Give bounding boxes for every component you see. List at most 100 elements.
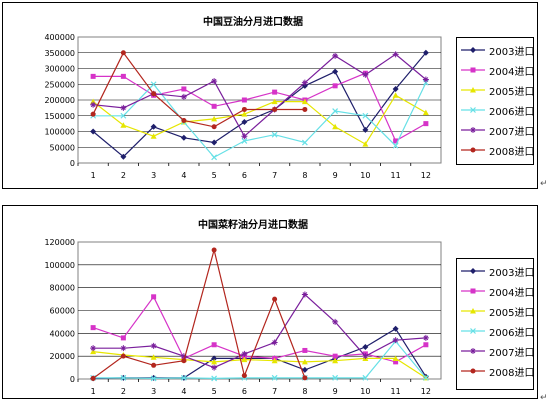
data-point: [362, 344, 369, 351]
data-point: [241, 119, 248, 126]
series-line-2008: [92, 51, 305, 128]
data-point: [422, 76, 429, 83]
legend-swatch: [461, 87, 485, 93]
data-point: [271, 131, 278, 138]
legend-marker: [470, 107, 476, 113]
data-point: [392, 51, 399, 58]
data-point: [150, 375, 157, 382]
legend-swatch: [461, 368, 485, 374]
legend-marker: [470, 348, 476, 354]
data-point: [120, 104, 127, 111]
legend-marker: [470, 368, 476, 374]
x-tick-label: 10: [360, 387, 370, 396]
legend-label: 2007进口: [489, 127, 535, 138]
data-point: [120, 73, 126, 79]
legend-entry-2005: 2005进口: [457, 81, 534, 101]
data-point: [302, 106, 308, 112]
series-line-2007: [93, 53, 427, 138]
y-tick-label: 350000: [44, 49, 75, 58]
series-2007: [90, 291, 429, 371]
data-point: [180, 374, 187, 381]
y-tick-label: 400000: [44, 33, 75, 42]
x-tick-label: 4: [181, 387, 186, 396]
data-point: [211, 103, 217, 109]
data-point: [90, 101, 97, 108]
data-point: [90, 348, 97, 355]
chart-title: 中国豆油分月进口数据: [203, 17, 303, 28]
data-point: [150, 123, 157, 130]
data-point: [332, 318, 339, 325]
data-point: [90, 375, 96, 381]
data-point: [392, 337, 399, 344]
legend-entry-2008: 2008进口: [457, 362, 535, 382]
y-tick-label: 20000: [50, 352, 75, 361]
data-point: [151, 294, 157, 300]
data-point: [362, 374, 369, 381]
legend-marker: [470, 67, 476, 73]
data-point: [272, 296, 278, 302]
data-point: [332, 108, 339, 114]
data-point: [151, 362, 157, 368]
data-point: [211, 139, 218, 146]
data-point: [241, 373, 247, 379]
y-tick-label: 250000: [44, 80, 75, 89]
data-point: [393, 359, 399, 365]
data-point: [181, 358, 187, 364]
legend-label: 2008进口: [489, 368, 535, 379]
x-tick-label: 8: [302, 171, 307, 180]
return-mark-icon: ↵: [540, 393, 548, 403]
data-point: [211, 154, 218, 161]
x-tick-label: 11: [391, 387, 401, 396]
y-tick-label: 60000: [50, 307, 75, 316]
data-point: [211, 247, 217, 253]
data-point: [151, 91, 157, 97]
data-point: [272, 106, 278, 112]
data-point: [211, 358, 218, 365]
data-point: [302, 347, 308, 353]
data-point: [271, 339, 278, 346]
data-point: [241, 111, 248, 117]
legend-swatch: [461, 268, 485, 274]
legend-marker: [470, 268, 476, 274]
data-point: [392, 355, 399, 361]
x-tick-label: 10: [360, 171, 370, 180]
data-point: [90, 73, 96, 79]
data-point: [90, 345, 97, 352]
data-point: [120, 345, 127, 352]
data-point: [180, 134, 187, 141]
legend-swatch: [461, 308, 485, 314]
data-point: [332, 83, 338, 89]
x-tick-label: 11: [391, 171, 401, 180]
data-point: [422, 49, 429, 56]
x-tick-label: 6: [242, 387, 247, 396]
series-line-2005: [92, 94, 427, 145]
rapeseed-oil-chart: 中国菜籽油分月进口数据 0 20000 40000 60000 80000 100000 1…: [2, 205, 538, 399]
legend-label: 2004进口: [489, 288, 535, 299]
data-point: [211, 342, 217, 348]
data-point: [422, 374, 429, 381]
y-tick-label: 120000: [44, 238, 75, 247]
data-point: [150, 133, 157, 139]
data-point: [332, 68, 339, 75]
data-point: [211, 364, 218, 371]
legend-swatch: [461, 107, 485, 113]
legend-entry-2004: 2004进口: [457, 61, 534, 81]
data-point: [301, 358, 308, 365]
series-2008: [90, 247, 308, 381]
data-point: [271, 98, 278, 105]
data-point: [271, 357, 278, 364]
legend-entry-2005: 2005进口: [457, 302, 535, 322]
data-point: [211, 124, 217, 130]
legend-label: 2005进口: [489, 308, 535, 319]
x-tick-label: 12: [421, 387, 431, 396]
legend-marker: [470, 288, 476, 294]
legend-entry-2006: 2006进口: [457, 322, 534, 342]
legend-swatch: [461, 67, 485, 73]
data-point: [90, 325, 96, 331]
data-point: [362, 353, 369, 360]
data-point: [392, 142, 399, 149]
data-point: [332, 123, 339, 130]
x-tick-label: 9: [333, 387, 338, 396]
data-point: [180, 93, 187, 100]
legend-entry-2003: 2003进口: [457, 41, 534, 61]
